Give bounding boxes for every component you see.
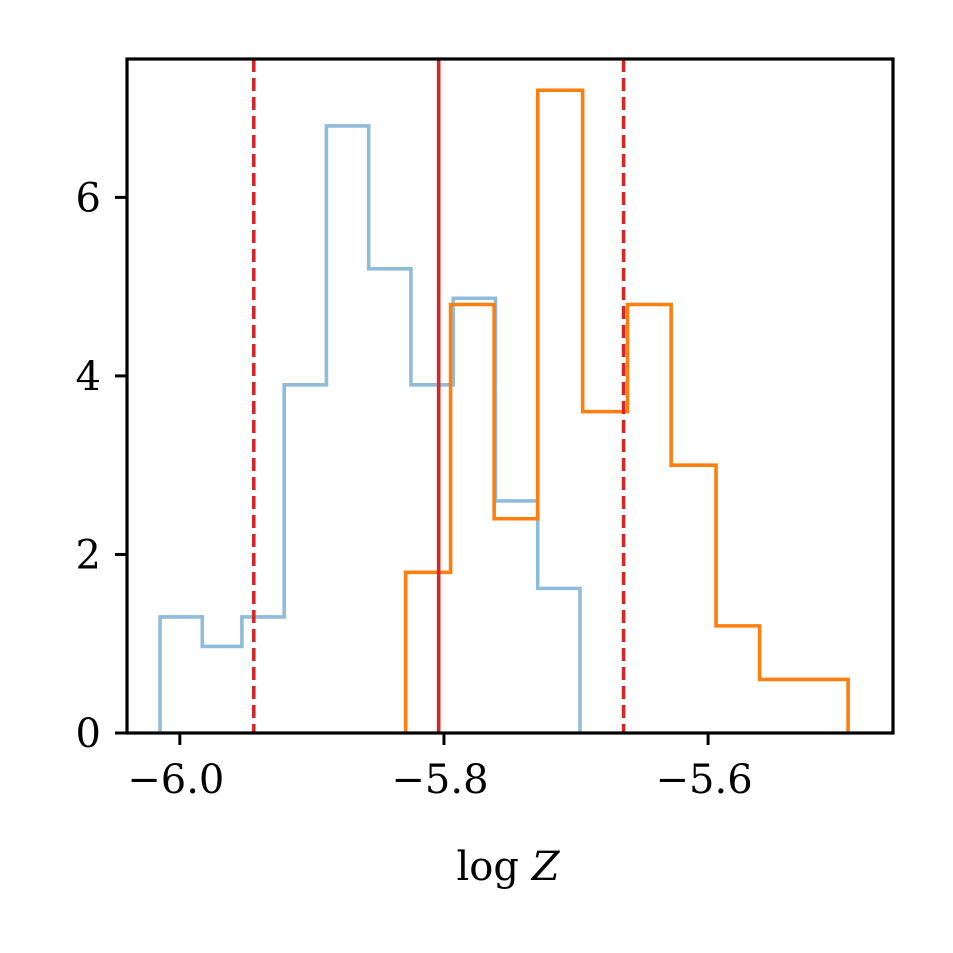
histogram-bin-series-2 — [583, 412, 628, 733]
histogram-bin-series-1 — [326, 126, 368, 733]
x-axis-label-text: log — [457, 844, 532, 890]
histogram-bin-series-2 — [494, 519, 538, 733]
x-axis-label: log Z — [457, 844, 561, 890]
histogram-bin-series-1 — [411, 385, 453, 733]
histogram-bin-series-1 — [284, 385, 326, 733]
histogram-series-2-outline — [403, 88, 850, 733]
reference-lines-layer — [251, 59, 626, 733]
histogram-bin-series-2 — [406, 572, 451, 733]
histogram-bin-series-2 — [671, 465, 716, 733]
histogram-bin-series-1 — [495, 501, 537, 733]
y-axis: 0 2 4 6 — [76, 175, 127, 757]
histogram-bin-series-2 — [628, 304, 672, 733]
histogram-bin-series-2 — [451, 304, 495, 733]
y-tick-label: 0 — [76, 711, 101, 757]
plot-frame — [125, 57, 895, 735]
histogram-bin-series-1 — [160, 617, 202, 733]
histogram-bin-series-1 — [242, 617, 284, 733]
y-tick-label: 4 — [76, 354, 101, 400]
y-tick-label: 2 — [76, 532, 101, 578]
histogram-bin-series-1 — [538, 588, 580, 733]
histogram-bin-series-2 — [760, 679, 805, 733]
y-tick-label: 6 — [76, 175, 101, 221]
histogram-bin-series-2 — [538, 90, 583, 733]
histogram-series-1-outline — [158, 124, 582, 733]
x-axis: −6.0 −5.8 −5.6 — [127, 733, 753, 803]
x-axis-label-variable: Z — [530, 844, 561, 890]
histogram-bin-series-1 — [453, 298, 495, 733]
x-tick-label: −5.8 — [391, 757, 488, 803]
x-tick-label: −5.6 — [656, 757, 753, 803]
histogram-series-layer — [158, 88, 850, 733]
histogram-bin-series-2 — [805, 679, 849, 733]
histogram-bin-series-2 — [716, 626, 760, 733]
histogram-bin-series-1 — [202, 646, 242, 733]
x-tick-label: −6.0 — [127, 757, 224, 803]
